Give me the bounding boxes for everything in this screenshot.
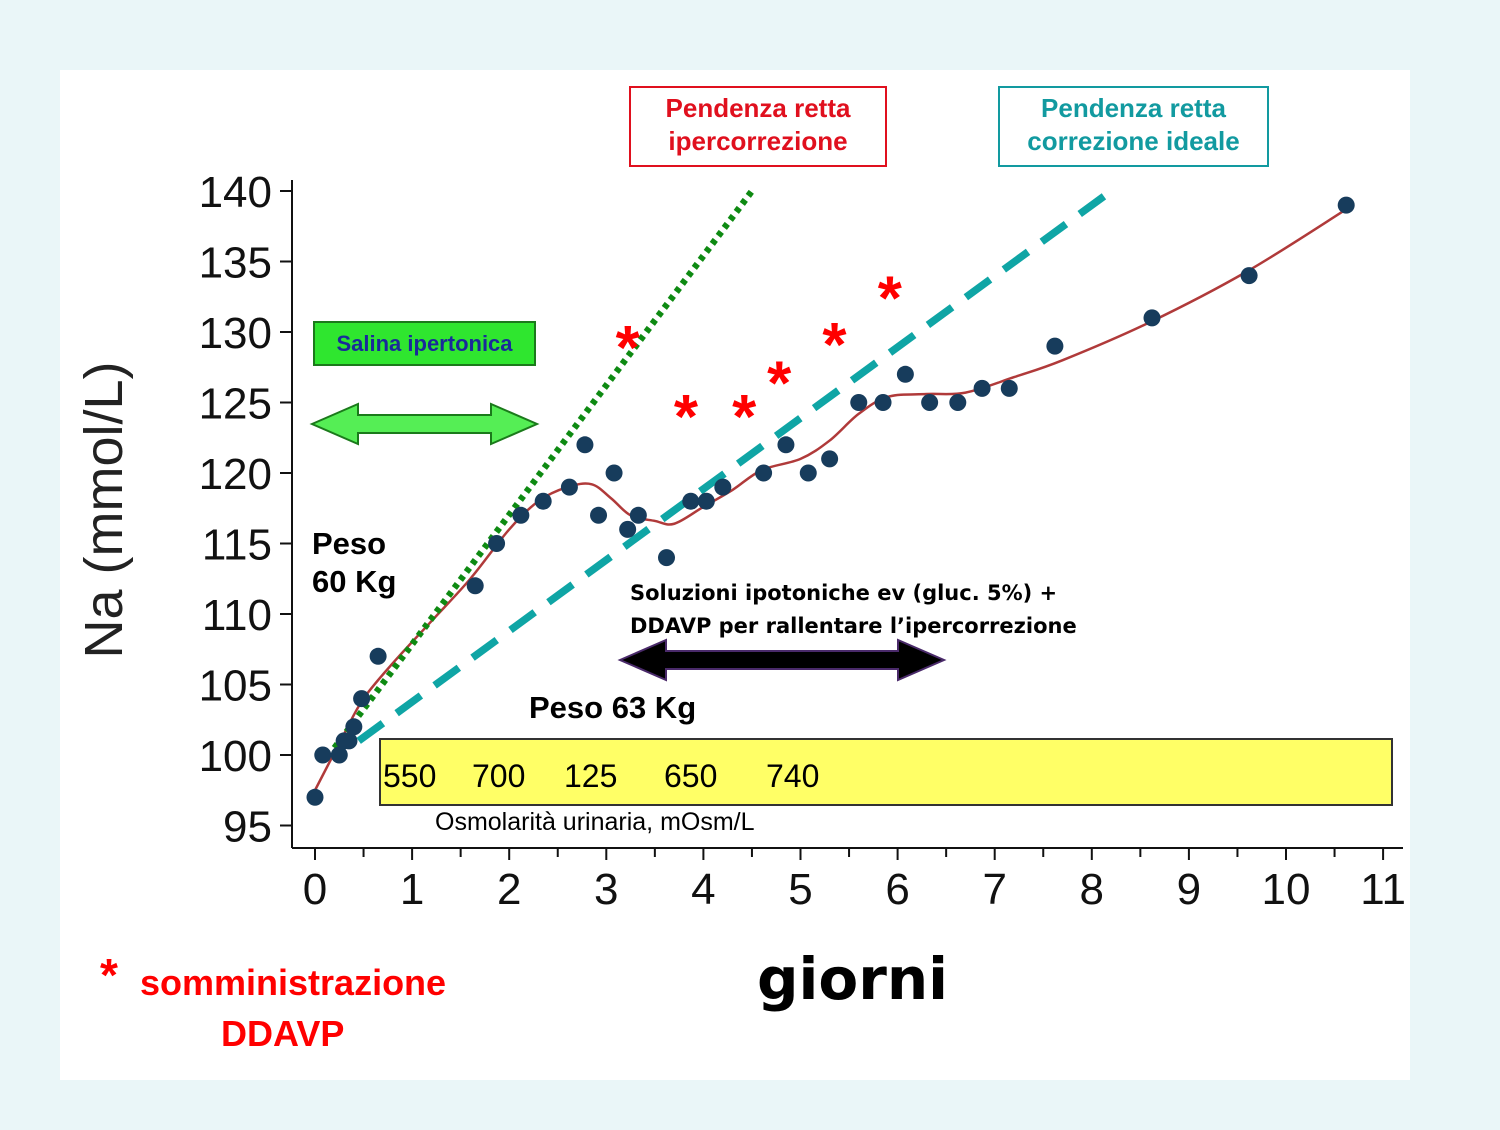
osm-value: 550 [383, 758, 437, 794]
ipercorrezione-label-box: Pendenza retta ipercorrezione [629, 86, 887, 167]
data-point [874, 394, 892, 411]
ddavp-asterisk-icon: * [767, 349, 792, 418]
data-point [1143, 309, 1161, 327]
data-point [605, 464, 623, 482]
data-point [466, 577, 484, 595]
y-tick-label: 140 [199, 168, 272, 217]
data-point [949, 394, 967, 411]
data-point [590, 506, 608, 524]
ideale-label-line2: correzione ideale [1027, 126, 1240, 156]
osm-value: 125 [564, 758, 618, 794]
data-point [1000, 379, 1018, 397]
smoothed-trend-line [313, 208, 1347, 791]
data-point [973, 379, 991, 397]
y-tick-label: 120 [199, 450, 272, 499]
data-point [1240, 267, 1258, 285]
x-tick-label: 1 [400, 865, 424, 914]
ipercorrezione-label-line2: ipercorrezione [668, 126, 848, 156]
x-tick-label: 4 [691, 865, 715, 914]
ideale-label-box: Pendenza retta correzione ideale [998, 86, 1269, 167]
ipotoniche-double-arrow-icon [617, 638, 947, 682]
data-point [821, 450, 839, 468]
ipercorrezione-label-line1: Pendenza retta [665, 93, 851, 123]
x-tick-label: 10 [1262, 865, 1311, 914]
data-point [755, 464, 773, 482]
x-tick-label: 0 [303, 865, 327, 914]
ipotoniche-line1: Soluzioni ipotoniche ev (gluc. 5%) + [630, 581, 1058, 605]
peso-start-line1: Peso [312, 526, 387, 561]
data-point [799, 464, 817, 482]
peso-end-label: Peso 63 Kg [529, 690, 697, 725]
data-point [512, 506, 530, 524]
osm-value: 650 [664, 758, 718, 794]
ideale-slope-line [356, 187, 1114, 744]
ideale-label-line1: Pendenza retta [1041, 93, 1226, 123]
x-tick-label: 2 [497, 865, 521, 914]
data-point [576, 436, 594, 454]
salina-ipertonica-label: Salina ipertonica [313, 321, 536, 366]
data-point [896, 365, 914, 383]
plot-background [60, 70, 1410, 1080]
data-point [850, 394, 868, 411]
y-tick-label: 115 [202, 521, 272, 570]
peso-start-line2: 60 Kg [312, 564, 397, 599]
x-axis-label: giorni [756, 945, 949, 1013]
data-point [921, 394, 939, 411]
data-point [306, 788, 324, 806]
ipotoniche-line2: DDAVP per rallentare l’ipercorrezione [630, 614, 1077, 638]
legend-text-line1: somministrazione [140, 962, 447, 1003]
salina-double-arrow-icon [309, 402, 540, 446]
data-point [345, 718, 363, 736]
data-point [534, 492, 552, 510]
y-axis-label: Na (mmol/L) [74, 361, 134, 659]
data-point [658, 549, 676, 567]
x-tick-label: 11 [1360, 865, 1406, 914]
ipercorrezione-slope-line [331, 189, 755, 750]
x-tick-label: 9 [1177, 865, 1201, 914]
y-tick-label: 105 [199, 662, 272, 711]
y-tick-label: 130 [199, 309, 272, 358]
data-point [697, 492, 715, 510]
y-tick-label: 95 [223, 803, 272, 852]
data-point [682, 492, 700, 510]
osmolarity-box [379, 738, 1393, 806]
ipotoniche-label: Soluzioni ipotoniche ev (gluc. 5%) + DDA… [630, 577, 1077, 643]
x-tick-label: 5 [788, 865, 812, 914]
data-point [340, 732, 358, 750]
y-tick-label: 110 [202, 591, 272, 640]
x-tick-label: 7 [982, 865, 1006, 914]
ddavp-asterisk-icon: * [822, 311, 847, 380]
peso-start-label: Peso 60 Kg [312, 525, 396, 601]
legend-text-line2: DDAVP [221, 1013, 345, 1054]
data-point [714, 478, 732, 496]
ddavp-asterisk-icon: * [878, 265, 903, 334]
data-point [369, 647, 387, 665]
data-point [619, 520, 637, 538]
data-point [353, 690, 371, 708]
x-tick-label: 3 [594, 865, 618, 914]
data-point [488, 535, 506, 552]
data-point [777, 436, 795, 454]
x-axis-label-background [515, 935, 1190, 1027]
ddavp-asterisk-icon: * [674, 383, 699, 452]
data-point [330, 746, 348, 764]
osmolarity-label: Osmolarità urinaria, mOsm/L [435, 808, 755, 836]
y-tick-label: 125 [199, 380, 272, 429]
ddavp-asterisk-icon: * [732, 383, 757, 452]
data-point [629, 506, 647, 524]
data-point [1337, 196, 1355, 214]
data-point [1046, 337, 1064, 355]
ddavp-asterisk-icon: * [616, 314, 641, 383]
y-tick-label: 100 [199, 732, 272, 781]
x-tick-label: 8 [1080, 865, 1104, 914]
data-point [560, 478, 578, 496]
osm-value: 700 [472, 758, 526, 794]
data-point [314, 746, 332, 764]
osm-value: 740 [766, 758, 820, 794]
y-tick-label: 135 [199, 239, 272, 288]
legend-asterisk-icon: * [100, 949, 118, 1001]
x-tick-label: 6 [885, 865, 909, 914]
